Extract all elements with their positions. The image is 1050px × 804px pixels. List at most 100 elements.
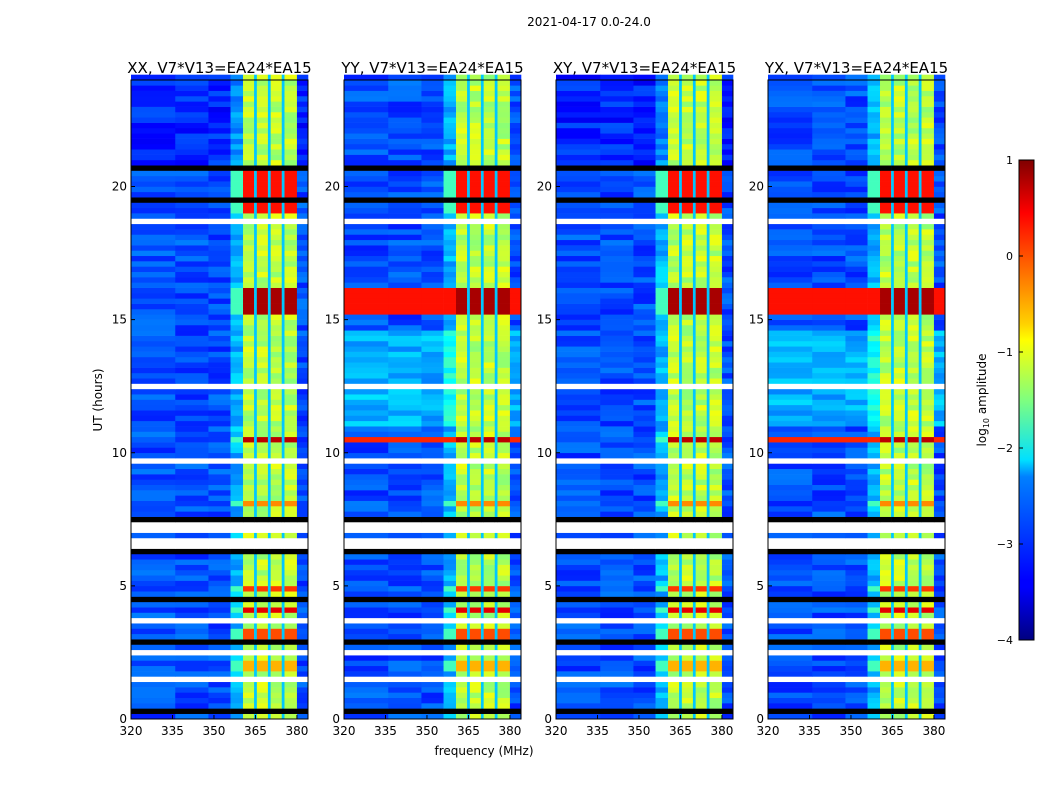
heatmap-cell bbox=[682, 133, 693, 139]
heatmap-cell bbox=[919, 628, 922, 634]
heatmap-cell bbox=[495, 431, 498, 437]
heatmap-cell bbox=[905, 644, 908, 650]
heatmap-cell bbox=[880, 575, 891, 581]
heatmap-cell bbox=[268, 410, 271, 416]
heatmap-cell bbox=[768, 623, 813, 629]
heatmap-cell bbox=[510, 655, 521, 661]
heatmap-cell bbox=[456, 325, 467, 331]
heatmap-cell bbox=[388, 628, 421, 634]
heatmap-cell bbox=[908, 692, 919, 698]
heatmap-cell bbox=[231, 368, 244, 374]
heatmap-cell bbox=[633, 575, 655, 581]
heatmap-cell bbox=[656, 80, 669, 86]
heatmap-cell bbox=[679, 703, 682, 709]
heatmap-cell bbox=[175, 149, 208, 155]
heatmap-cell bbox=[709, 431, 722, 437]
heatmap-cell bbox=[484, 304, 495, 310]
heatmap-cell bbox=[709, 655, 722, 661]
heatmap-cell bbox=[231, 447, 244, 453]
heatmap-cell bbox=[495, 437, 498, 443]
heatmap-cell bbox=[696, 187, 707, 193]
heatmap-cell bbox=[633, 357, 655, 363]
heatmap-cell bbox=[693, 650, 696, 656]
heatmap-cell bbox=[707, 463, 710, 469]
heatmap-cell bbox=[470, 266, 481, 272]
heatmap-cell bbox=[271, 197, 282, 203]
heatmap-cell bbox=[495, 607, 498, 613]
heatmap-cell bbox=[231, 692, 244, 698]
heatmap-cell bbox=[693, 117, 696, 123]
heatmap-cell bbox=[696, 511, 707, 517]
heatmap-cell bbox=[388, 277, 421, 283]
heatmap-cell bbox=[693, 192, 696, 198]
heatmap-cell bbox=[297, 570, 308, 576]
heatmap-cell bbox=[510, 495, 521, 501]
heatmap-cell bbox=[722, 234, 733, 240]
heatmap-cell bbox=[284, 410, 297, 416]
heatmap-cell bbox=[921, 618, 934, 624]
heatmap-cell bbox=[709, 202, 722, 208]
heatmap-cell bbox=[282, 559, 285, 565]
heatmap-cell bbox=[707, 511, 710, 517]
heatmap-cell bbox=[268, 671, 271, 677]
heatmap-cell bbox=[481, 394, 484, 400]
heatmap-cell bbox=[908, 511, 919, 517]
heatmap-cell bbox=[556, 644, 601, 650]
heatmap-cell bbox=[175, 485, 208, 491]
heatmap-cell bbox=[271, 277, 282, 283]
heatmap-cell bbox=[905, 501, 908, 507]
heatmap-cell bbox=[208, 421, 230, 427]
heatmap-cell bbox=[894, 613, 905, 619]
heatmap-cell bbox=[510, 586, 521, 592]
heatmap-cell bbox=[284, 112, 297, 118]
heatmap-cell bbox=[467, 628, 470, 634]
heatmap-cell bbox=[208, 405, 230, 411]
heatmap-cell bbox=[682, 139, 693, 145]
heatmap-cell bbox=[282, 80, 285, 86]
heatmap-cell bbox=[282, 250, 285, 256]
heatmap-cell bbox=[268, 618, 271, 624]
heatmap-cell bbox=[175, 96, 208, 102]
heatmap-cell bbox=[934, 708, 945, 714]
heatmap-cell bbox=[497, 96, 510, 102]
heatmap-cell bbox=[894, 485, 905, 491]
heatmap-cell bbox=[679, 240, 682, 246]
heatmap-cell bbox=[175, 447, 208, 453]
heatmap-cell bbox=[271, 421, 282, 427]
heatmap-cell bbox=[271, 229, 282, 235]
heatmap-cell bbox=[297, 133, 308, 139]
heatmap-cell bbox=[131, 357, 176, 363]
heatmap-cell bbox=[908, 597, 919, 603]
heatmap-cell bbox=[257, 421, 268, 427]
heatmap-cell bbox=[668, 586, 679, 592]
heatmap-cell bbox=[668, 160, 679, 166]
heatmap-cell bbox=[131, 117, 176, 123]
heatmap-cell bbox=[845, 554, 867, 560]
heatmap-cell bbox=[470, 368, 481, 374]
heatmap-cell bbox=[257, 181, 268, 187]
heatmap-cell bbox=[282, 117, 285, 123]
heatmap-cell bbox=[131, 261, 176, 267]
heatmap-cell bbox=[243, 426, 254, 432]
heatmap-cell bbox=[812, 522, 845, 528]
heatmap-cell bbox=[282, 453, 285, 459]
heatmap-cell bbox=[679, 469, 682, 475]
heatmap-cell bbox=[344, 176, 389, 182]
heatmap-cell bbox=[243, 128, 254, 134]
heatmap-cell bbox=[880, 469, 891, 475]
heatmap-cell bbox=[481, 698, 484, 704]
heatmap-cell bbox=[131, 714, 176, 720]
heatmap-cell bbox=[510, 431, 521, 437]
heatmap-cell bbox=[696, 256, 707, 262]
heatmap-cell bbox=[208, 80, 230, 86]
heatmap-cell bbox=[497, 597, 510, 603]
heatmap-cell bbox=[284, 682, 297, 688]
heatmap-cell bbox=[633, 117, 655, 123]
heatmap-cell bbox=[497, 101, 510, 107]
heatmap-cell bbox=[388, 128, 421, 134]
heatmap-cell bbox=[254, 288, 257, 294]
heatmap-cell bbox=[257, 634, 268, 640]
heatmap-cell bbox=[722, 282, 733, 288]
heatmap-cell bbox=[556, 202, 601, 208]
heatmap-cell bbox=[481, 533, 484, 539]
